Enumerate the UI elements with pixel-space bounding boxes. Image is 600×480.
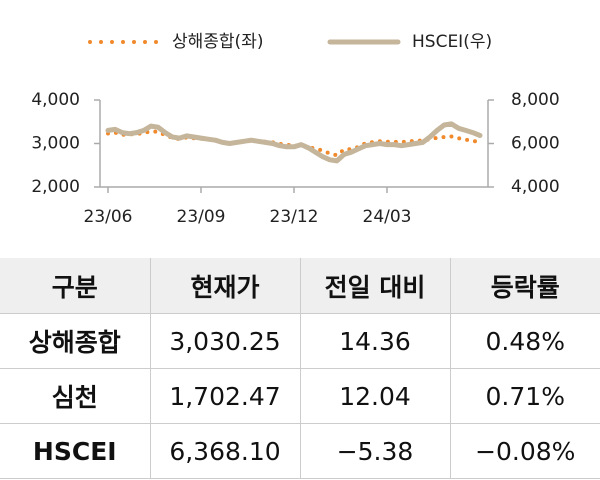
legend-label: 상해종합(좌) [172,32,263,52]
legend-label: HSCEI(우) [412,32,492,52]
x-tick-label: 23/09 [177,207,226,227]
row-label: HSCEI [0,423,150,479]
cell: 6,368.10 [149,423,300,479]
table-row: 상해종합 3,030.25 14.36 0.48% [0,313,600,369]
table-row: 심천 1,702.47 12.04 0.71% [0,368,600,424]
table-row: HSCEI 6,368.10 −5.38 −0.08% [0,423,600,479]
y2-tick-label: 4,000 [511,177,560,197]
header-cell: 현재가 [149,258,300,314]
x-tick-label: 23/06 [84,207,133,227]
x-tick-label: 23/12 [270,207,319,227]
x-tick-label: 24/03 [363,207,412,227]
header-cell: 등락률 [449,258,600,314]
y2-tick-label: 8,000 [511,90,560,110]
cell: −5.38 [299,423,450,479]
cell: 1,702.47 [149,368,300,424]
row-label: 상해종합 [0,313,150,369]
header-cell: 구분 [0,258,150,314]
cell: 0.71% [449,368,600,424]
y2-tick-label: 6,000 [511,134,560,154]
cell: 12.04 [299,368,450,424]
y-tick-label: 3,000 [31,134,80,154]
cell: 3,030.25 [149,313,300,369]
header-row: 구분 현재가 전일 대비 등락률 [0,258,600,314]
quote-table: 구분 현재가 전일 대비 등락률 상해종합 3,030.25 14.36 0.48% 심천 1,7… [0,258,600,479]
y-tick-label: 2,000 [31,177,80,197]
series-line [105,121,483,164]
header-cell: 전일 대비 [299,258,450,314]
cell: −0.08% [449,423,600,479]
chart: 2,000 3,000 4,000 4,000 6,000 8,000 23/06 23/09… [31,32,560,227]
row-label: 심천 [0,368,150,424]
y-tick-label: 4,000 [31,90,80,110]
cell: 14.36 [299,313,450,369]
cell: 0.48% [449,313,600,369]
